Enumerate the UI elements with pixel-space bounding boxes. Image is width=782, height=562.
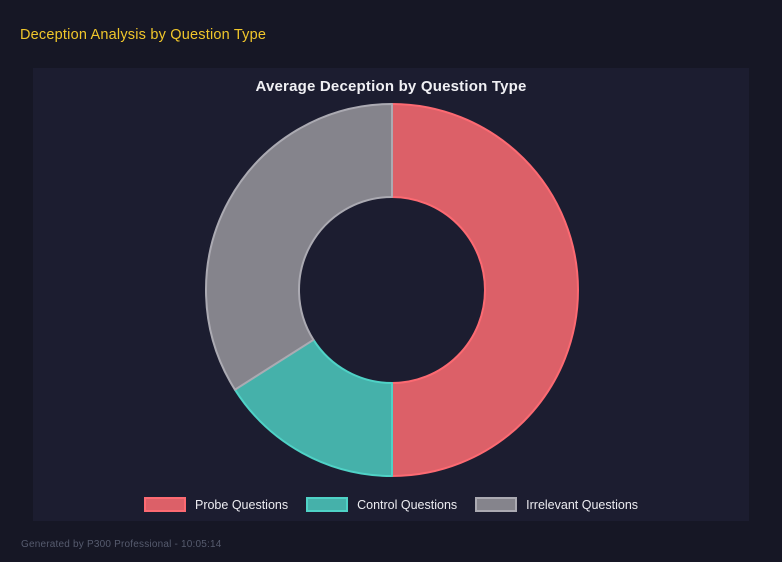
- legend-swatch-probe-questions: [143, 497, 186, 512]
- chart-legend: Probe Questions Control Questions Irreleva…: [33, 497, 749, 512]
- doughnut-chart: [205, 103, 579, 477]
- chart-title: Average Deception by Question Type: [255, 78, 527, 95]
- legend-swatch-irrelevant-questions: [475, 497, 518, 512]
- legend-label-irrelevant-questions: Irrelevant Questions: [526, 497, 639, 512]
- page-title: Deception Analysis by Question Type: [20, 27, 267, 43]
- footer-credit: Generated by P300 Professional - 10:05:1…: [21, 539, 222, 550]
- donut-segment-irrelevant-questions[interactable]: [205, 103, 393, 391]
- legend-swatch-control-questions: [306, 497, 349, 512]
- donut-segment-control-questions[interactable]: [233, 338, 393, 477]
- chart-panel: Average Deception by Question Type Probe…: [33, 68, 749, 521]
- legend-item-control-questions[interactable]: Control Questions: [306, 497, 457, 512]
- legend-label-control-questions: Control Questions: [357, 497, 458, 512]
- legend-item-probe-questions[interactable]: Probe Questions: [143, 497, 289, 512]
- donut-segment-probe-questions[interactable]: [391, 103, 579, 477]
- legend-label-probe-questions: Probe Questions: [194, 497, 289, 512]
- legend-item-irrelevant-questions[interactable]: Irrelevant Questions: [475, 497, 638, 512]
